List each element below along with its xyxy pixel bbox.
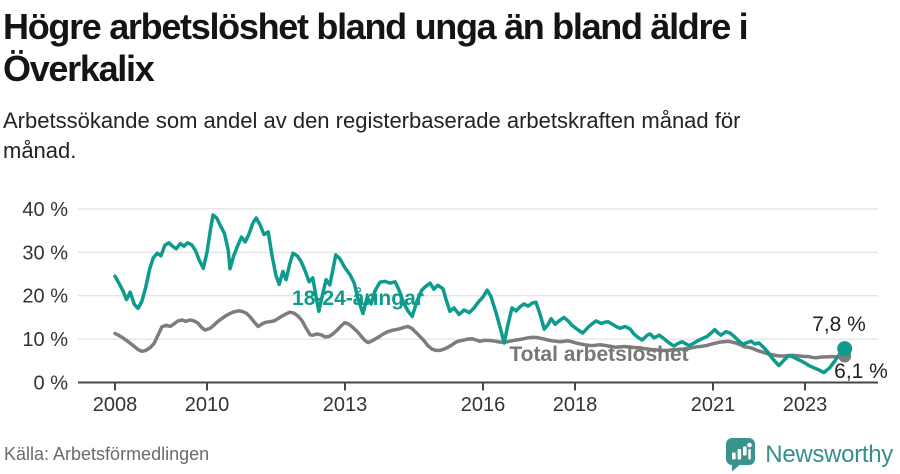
y-tick-label: 0 % <box>34 373 69 395</box>
y-tick-label: 30 % <box>22 242 68 264</box>
series-label-total: Total arbetslöshet <box>509 343 688 366</box>
series-line <box>113 309 845 360</box>
series-label-youth: 18-24-åringar <box>292 287 424 310</box>
x-tick-label: 2008 <box>93 394 138 416</box>
page-title: Högre arbetslöshet bland unga än bland ä… <box>3 6 749 90</box>
x-tick-label: 2023 <box>783 394 828 416</box>
newsworthy-branding: Newsworthy <box>725 437 893 472</box>
bar-chart-speech-bubble-icon <box>726 438 756 472</box>
x-tick-label: 2018 <box>553 394 598 416</box>
source-attribution: Källa: Arbetsförmedlingen <box>4 444 210 464</box>
y-tick-label: 40 % <box>22 199 68 221</box>
y-tick-label: 20 % <box>22 286 68 308</box>
series-end-dot <box>837 341 853 357</box>
x-tick-label: 2013 <box>323 394 368 416</box>
x-tick-label: 2021 <box>691 394 736 416</box>
series-line <box>113 213 845 375</box>
end-value-label-total: 6,1 % <box>834 360 888 383</box>
end-value-label-youth: 7,8 % <box>812 313 866 336</box>
y-tick-label: 10 % <box>22 329 68 351</box>
chart-subtitle: Arbetssökande som andel av den registerb… <box>3 108 741 163</box>
x-tick-label: 2016 <box>461 394 506 416</box>
x-tick-label: 2010 <box>185 394 230 416</box>
brand-name: Newsworthy <box>765 440 893 468</box>
